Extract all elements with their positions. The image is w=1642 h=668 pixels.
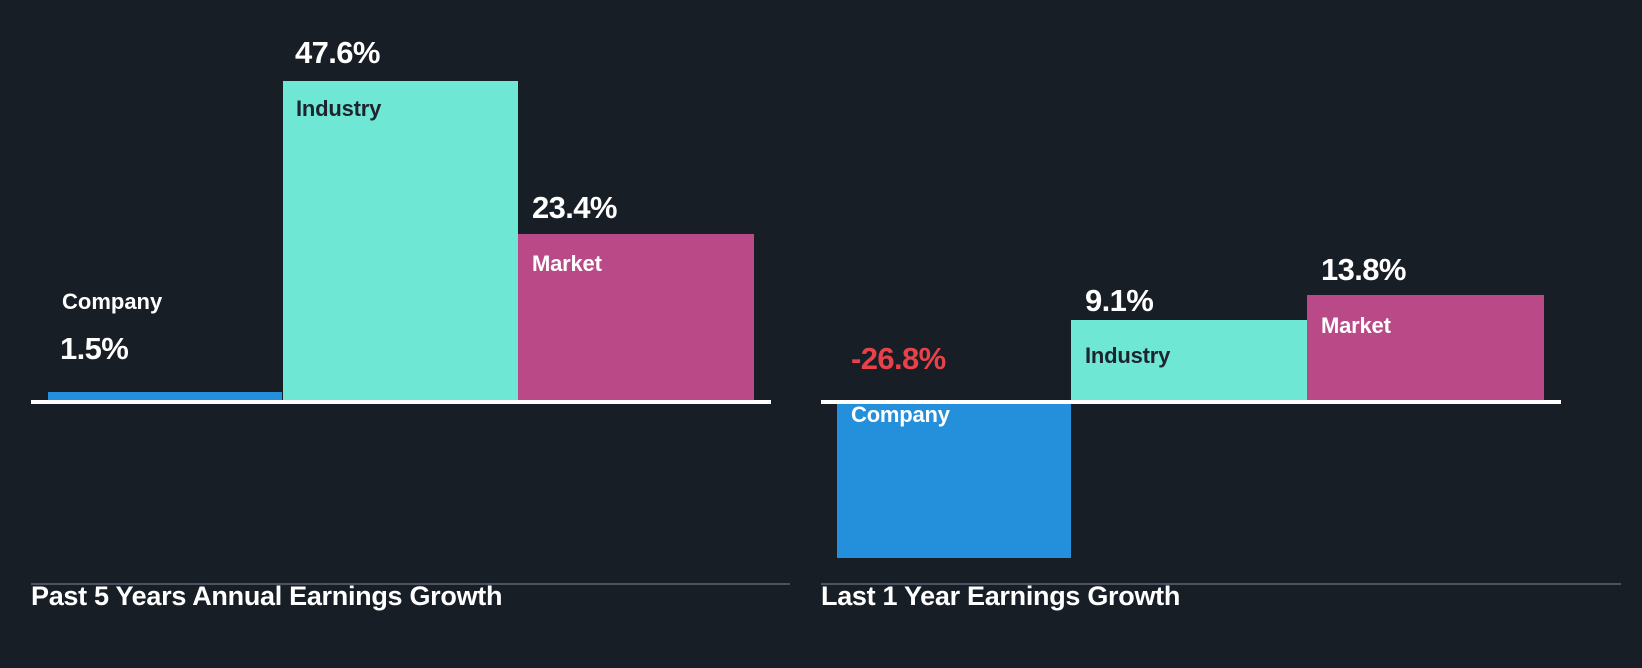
bar-company-past5y[interactable] xyxy=(48,392,282,401)
zero-baseline-left xyxy=(31,400,771,404)
bar-market-past5y[interactable] xyxy=(518,234,754,401)
value-label-company-past5y: 1.5% xyxy=(60,331,129,366)
bar-label-market-past5y: Market xyxy=(532,251,602,276)
value-label-company-last1y: -26.8% xyxy=(851,341,946,376)
bar-industry-past5y[interactable] xyxy=(283,81,518,401)
plot-area-right: Company -26.8% Industry 9.1% Market 13.8… xyxy=(821,0,1642,584)
bar-label-industry-last1y: Industry xyxy=(1085,343,1171,368)
value-label-industry-past5y: 47.6% xyxy=(295,35,381,70)
bar-label-company-past5y: Company xyxy=(62,289,163,314)
bar-company-last1y[interactable] xyxy=(837,400,1071,558)
panel-title-past-5-years: Past 5 Years Annual Earnings Growth xyxy=(31,581,503,611)
panel-title-last-1-year: Last 1 Year Earnings Growth xyxy=(821,581,1181,611)
bar-label-industry-past5y: Industry xyxy=(296,96,382,121)
bar-market-last1y[interactable] xyxy=(1307,295,1544,401)
bar-label-market-last1y: Market xyxy=(1321,313,1391,338)
value-label-industry-last1y: 9.1% xyxy=(1085,283,1154,318)
panel-last-1-year: Company -26.8% Industry 9.1% Market 13.8… xyxy=(821,0,1642,668)
panel-past-5-years: Company 1.5% Industry 47.6% Market 23.4%… xyxy=(0,0,821,611)
panel-divider-left xyxy=(31,583,790,585)
plot-area-left: Company 1.5% Industry 47.6% Market 23.4% xyxy=(0,0,821,584)
bar-label-company-last1y: Company xyxy=(851,402,950,427)
value-label-market-last1y: 13.8% xyxy=(1321,252,1407,287)
value-label-market-past5y: 23.4% xyxy=(532,190,618,225)
bar-industry-last1y[interactable] xyxy=(1071,320,1307,401)
zero-baseline-right xyxy=(821,400,1561,404)
panel-divider-right xyxy=(821,583,1621,585)
